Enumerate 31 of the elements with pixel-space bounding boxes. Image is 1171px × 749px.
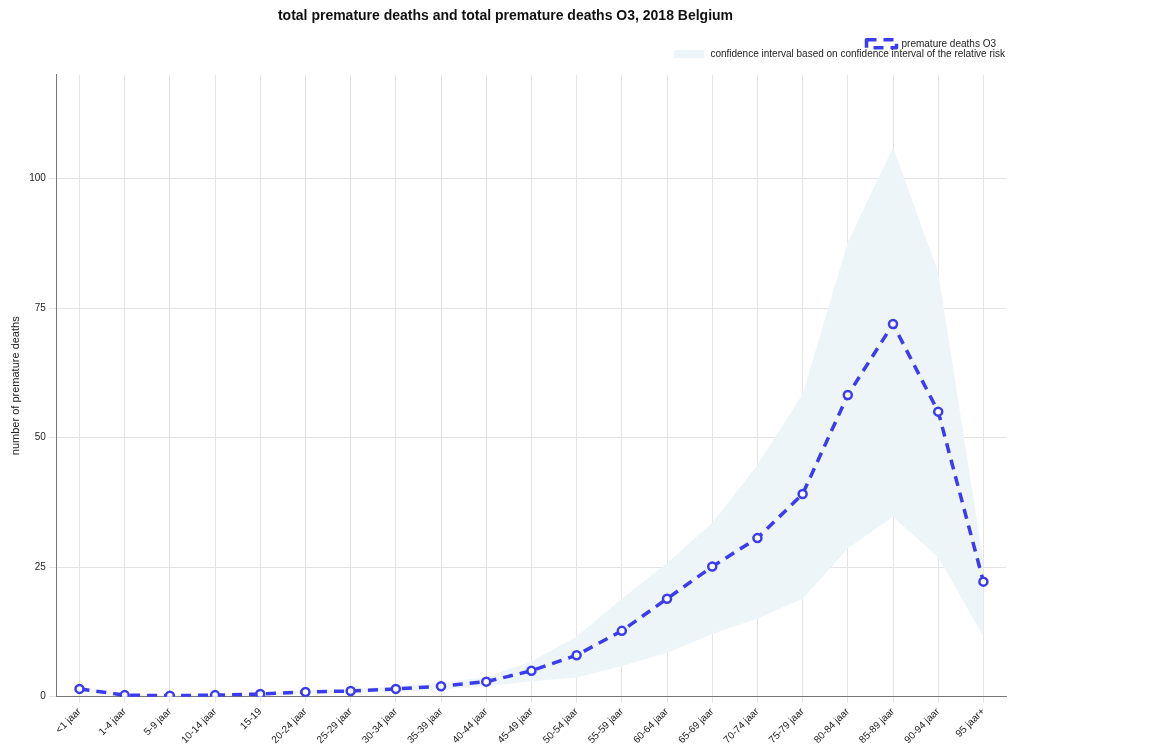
point <box>661 593 673 604</box>
point <box>978 576 989 587</box>
point <box>345 685 356 697</box>
legend-label: premature deaths O3 <box>901 37 997 49</box>
y-tick-label: 25 <box>34 560 47 572</box>
point <box>74 683 85 695</box>
point <box>390 683 402 695</box>
x-tick-label: 5-9 jaar <box>141 705 174 738</box>
point <box>255 688 266 697</box>
chart-title: total premature deaths and total premature deaths O3, 2018 Belgium <box>277 7 734 24</box>
y-axis-title: number of premature deaths <box>8 315 21 456</box>
point <box>706 561 718 572</box>
y-tick-label: 75 <box>34 301 47 313</box>
x-tick-label: <1 jaar <box>53 705 84 736</box>
point <box>842 389 854 401</box>
point <box>797 488 808 500</box>
y-tick-label: 50 <box>34 431 47 443</box>
point <box>481 676 492 687</box>
point <box>887 318 899 330</box>
y-tick-label: 0 <box>40 690 47 702</box>
point <box>435 681 447 692</box>
point <box>616 625 628 637</box>
point <box>932 406 944 417</box>
point <box>300 686 311 697</box>
text: confidence interval based on confidence interval of the relative risk <box>710 48 1005 59</box>
point <box>752 532 763 544</box>
point <box>571 649 582 661</box>
point <box>526 665 537 677</box>
x-tick-label: 1-4 jaar <box>96 705 129 738</box>
y-tick-label: 100 <box>29 172 47 184</box>
point <box>119 689 130 697</box>
